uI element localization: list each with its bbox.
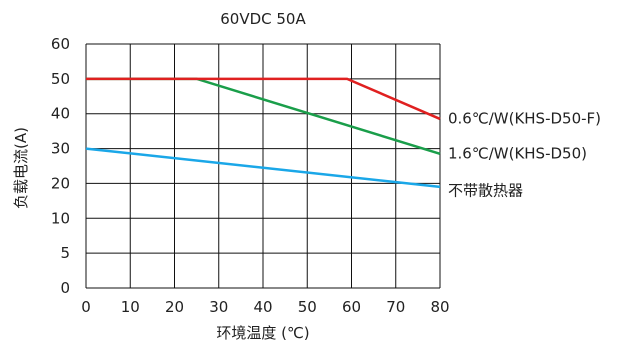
series-line <box>85 147 441 189</box>
x-axis: 0 10 20 30 40 50 60 70 80 <box>81 298 449 316</box>
series-label: 1.6℃/W(KHS-D50) <box>448 144 587 162</box>
grid <box>85 43 441 289</box>
series-labels: 0.6℃/W(KHS-D50-F) 1.6℃/W(KHS-D50) 不带散热器 <box>448 109 601 199</box>
y-tick-label: 30 <box>51 140 70 158</box>
y-tick-label: 10 <box>51 209 70 227</box>
series-label: 0.6℃/W(KHS-D50-F) <box>448 109 601 127</box>
x-tick-label: 70 <box>386 298 405 316</box>
series-label: 不带散热器 <box>448 181 523 199</box>
x-tick-label: 50 <box>298 298 317 316</box>
y-tick-label: 50 <box>51 70 70 88</box>
x-tick-label: 60 <box>342 298 361 316</box>
x-tick-label: 10 <box>121 298 140 316</box>
y-tick-label: 60 <box>51 35 70 53</box>
y-tick-label: 20 <box>51 174 70 192</box>
x-axis-title: 环境温度 (℃) <box>216 324 309 342</box>
y-axis-title: 负载电流(A) <box>12 127 30 209</box>
x-tick-label: 40 <box>253 298 272 316</box>
series-line <box>86 77 441 121</box>
plot-area <box>85 77 441 189</box>
y-tick-label: 40 <box>51 105 70 123</box>
y-tick-label: 5 <box>60 244 70 262</box>
x-tick-label: 30 <box>209 298 228 316</box>
chart-title: 60VDC 50A <box>220 10 306 28</box>
y-tick-label: 0 <box>60 279 70 297</box>
y-axis: 0 5 10 20 30 40 50 60 <box>51 35 70 297</box>
x-tick-label: 0 <box>81 298 91 316</box>
x-tick-label: 80 <box>430 298 449 316</box>
x-tick-label: 20 <box>165 298 184 316</box>
